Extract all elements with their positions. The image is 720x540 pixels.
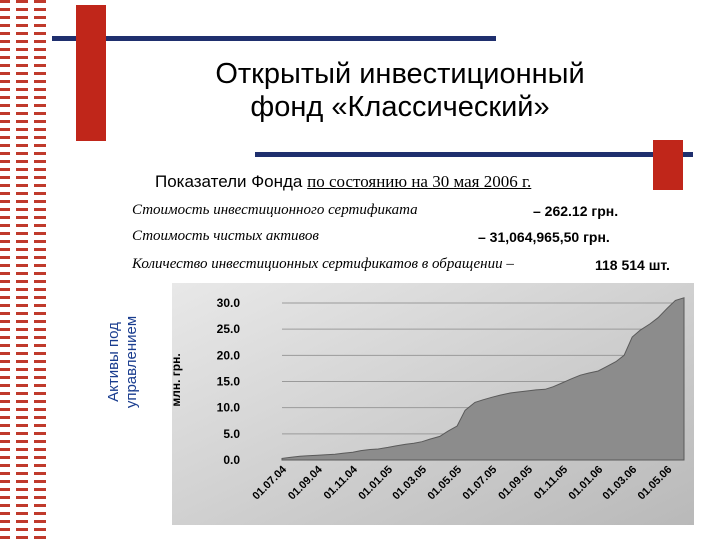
y-tick-label: 0.0 bbox=[223, 453, 240, 467]
subtitle: Показатели Фонда по состоянию на 30 мая … bbox=[155, 172, 531, 192]
page-title: Открытый инвестиционный фонд «Классическ… bbox=[120, 58, 680, 124]
indicator-value-certificates-count: 118 514 шт. bbox=[595, 257, 670, 273]
subtitle-part-1: Показатели Фонда bbox=[155, 172, 308, 191]
indicator-label-certificate: Стоимость инвестиционного сертификата bbox=[132, 202, 418, 218]
series-area bbox=[281, 297, 685, 461]
assets-under-management-label: Активы под управлением bbox=[105, 277, 149, 447]
decorative-stripes-gap bbox=[28, 0, 34, 540]
title-line-1: Открытый инвестиционный bbox=[215, 58, 585, 90]
decorative-red-block bbox=[653, 140, 683, 190]
y-tick-label: 20.0 bbox=[217, 348, 241, 362]
decorative-stripes bbox=[0, 0, 46, 540]
y-tick-label: 5.0 bbox=[223, 427, 240, 441]
y-tick-label: 25.0 bbox=[217, 322, 241, 336]
subtitle-part-2: по состоянию на 30 мая 2006 г. bbox=[307, 172, 532, 191]
indicator-value-net-assets: – 31,064,965,50 грн. bbox=[478, 229, 610, 245]
y-tick-label: 30.0 bbox=[217, 296, 241, 310]
indicator-label-certificates-count: Количество инвестиционных сертификатов в… bbox=[132, 256, 514, 272]
decorative-bar-mid bbox=[255, 152, 693, 157]
y-axis-label: млн. грн. bbox=[172, 353, 183, 406]
title-line-2: фонд «Классический» bbox=[250, 91, 550, 123]
decorative-red-block bbox=[76, 5, 106, 141]
decorative-bar-top bbox=[52, 36, 496, 41]
indicator-label-net-assets: Стоимость чистых активов bbox=[132, 228, 319, 244]
decorative-stripes-gap bbox=[10, 0, 16, 540]
indicator-value-certificate: – 262.12 грн. bbox=[533, 203, 619, 219]
side-label-line-2: управлением bbox=[123, 315, 140, 409]
y-tick-label: 15.0 bbox=[217, 375, 241, 389]
assets-chart: 0.05.010.015.020.025.030.0 01.07.0401.09… bbox=[172, 283, 694, 525]
side-label-line-1: Активы под bbox=[105, 322, 122, 402]
y-tick-label: 10.0 bbox=[217, 401, 241, 415]
